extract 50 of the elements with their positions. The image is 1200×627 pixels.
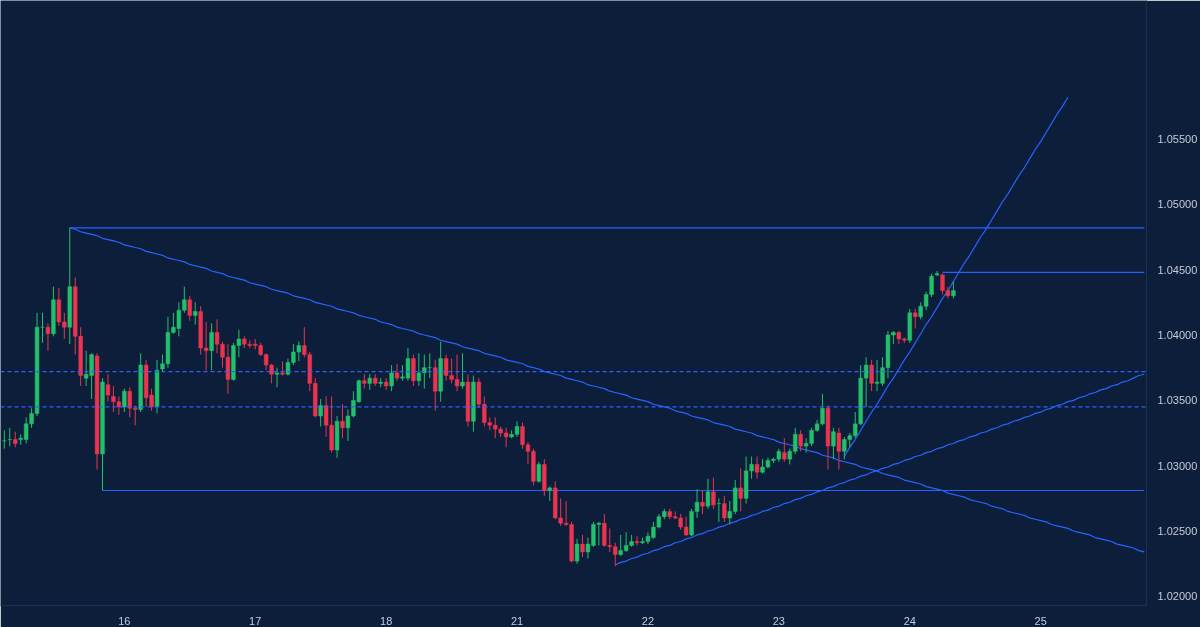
candlestick	[634, 535, 640, 546]
candlestick	[105, 373, 111, 403]
candlestick	[340, 403, 345, 439]
candlestick	[738, 467, 743, 512]
candlestick	[45, 322, 51, 352]
candlestick	[716, 497, 722, 523]
candlestick	[754, 456, 760, 480]
candlestick	[460, 352, 465, 390]
candlestick	[913, 308, 918, 329]
candlestick	[394, 363, 400, 382]
x-tick-label: 24	[903, 614, 916, 627]
candlestick	[318, 398, 323, 427]
candlestick	[580, 534, 585, 558]
candlestick	[831, 427, 836, 460]
candlestick	[574, 538, 580, 565]
candlestick	[433, 359, 438, 412]
candlestick	[193, 301, 198, 326]
y-tick-label: 1.02500	[1157, 525, 1198, 538]
y-tick-label: 1.04000	[1157, 329, 1198, 342]
x-tick-label: 22	[641, 614, 655, 627]
y-tick-label: 1.05500	[1157, 133, 1198, 146]
candlestick	[722, 495, 727, 523]
y-tick-label: 1.03500	[1157, 394, 1198, 407]
candlestick	[798, 429, 803, 452]
candlestick	[187, 295, 192, 322]
y-tick-label: 1.05000	[1157, 198, 1198, 211]
candlestick	[836, 427, 842, 471]
y-tick-label: 1.03000	[1157, 459, 1198, 472]
x-tick-label: 18	[380, 614, 393, 627]
candlestick	[209, 322, 214, 371]
x-tick-label: 23	[772, 614, 785, 627]
x-tick-label: 16	[118, 614, 131, 627]
y-tick-label: 1.02000	[1157, 590, 1198, 603]
x-tick-label: 21	[510, 614, 524, 627]
candlestick	[782, 437, 787, 463]
candlestick	[389, 364, 394, 392]
x-tick-label: 25	[1034, 614, 1047, 627]
candlestick	[869, 359, 874, 392]
candlestick	[2, 429, 7, 450]
candlestick	[705, 478, 711, 510]
candlestick	[411, 354, 416, 387]
x-tick-label: 17	[249, 614, 262, 627]
candlestick	[274, 367, 280, 388]
candlestick	[711, 476, 716, 510]
candlestick	[536, 461, 542, 484]
y-tick-label: 1.04500	[1157, 263, 1198, 276]
candlestick	[383, 377, 389, 391]
candlestick	[700, 490, 705, 515]
candlestick	[122, 388, 127, 413]
candlestick	[7, 427, 12, 447]
